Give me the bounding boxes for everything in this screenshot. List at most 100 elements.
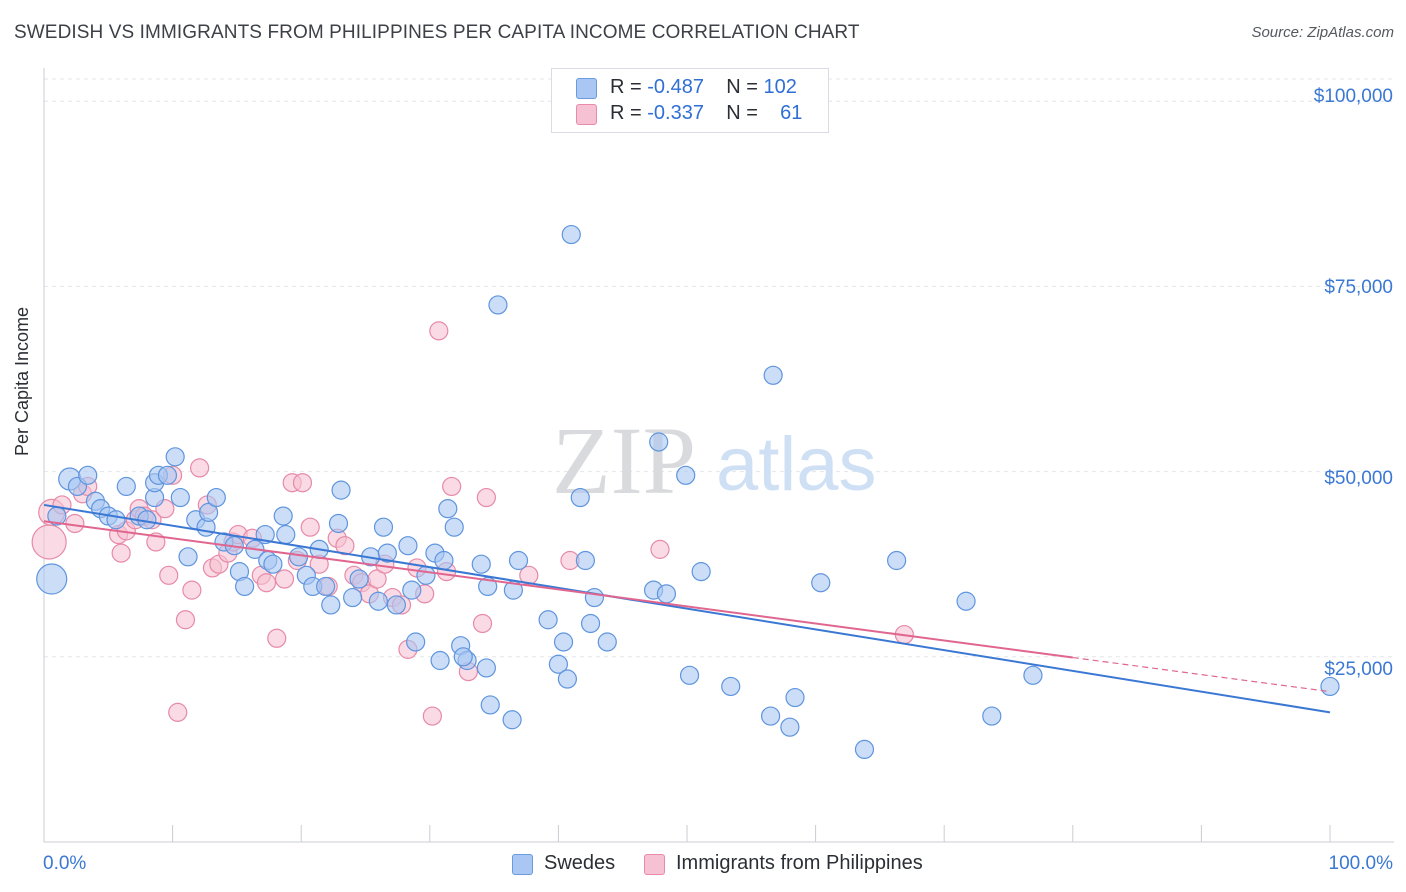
swedes-point	[444, 517, 464, 537]
philippines-point	[519, 565, 539, 585]
swedes-point	[263, 554, 283, 574]
legend-n-label: N =	[726, 102, 758, 124]
swedes-point	[36, 563, 68, 595]
philippines-trend-extension	[1072, 656, 1331, 693]
swedes-point	[157, 465, 178, 485]
swedes-point	[502, 710, 522, 730]
philippines-point	[267, 628, 287, 648]
stats-legend: R = -0.487 N = 102 R = -0.337 N = 61	[551, 68, 829, 133]
swedes-point	[471, 554, 491, 574]
swedes-point	[580, 613, 601, 634]
swedes-point	[377, 543, 397, 563]
swedes-trend-line	[43, 503, 1331, 714]
philippines-point	[65, 513, 85, 534]
philippines-point	[168, 702, 188, 722]
source-label: Source: ZipAtlas.com	[1251, 24, 1394, 41]
swedes-point	[780, 717, 800, 737]
swedes-point	[570, 487, 590, 508]
watermark-atlas: atlas	[716, 422, 877, 507]
swedes-point	[811, 573, 831, 593]
swedes-point	[721, 676, 741, 697]
swedes-point	[106, 510, 126, 530]
legend-r-value: -0.337	[647, 102, 704, 124]
swedes-point	[178, 547, 198, 567]
philippines-point	[300, 517, 320, 537]
legend-label-philippines: Immigrants from Philippines	[676, 852, 923, 874]
swedes-point	[982, 706, 1002, 726]
philippines-point	[650, 539, 670, 559]
philippines-point	[256, 573, 277, 593]
swedes-point	[416, 565, 436, 585]
legend-n-value: 102	[763, 76, 797, 98]
swedes-point	[165, 447, 185, 467]
swedes-point	[548, 654, 569, 674]
swedes-point	[453, 647, 473, 667]
legend-swatch-philippines	[576, 104, 597, 125]
legend-n-label: N =	[726, 76, 758, 98]
swedes-point	[679, 665, 700, 685]
swedes-point	[328, 513, 349, 534]
swedes-point	[760, 706, 781, 726]
swedes-point	[402, 580, 422, 600]
swedes-point	[78, 465, 98, 485]
swedes-point	[373, 517, 394, 537]
swedes-point	[956, 591, 976, 611]
swedes-point	[438, 499, 458, 519]
philippines-point	[429, 321, 449, 341]
swedes-point	[649, 432, 669, 452]
philippines-point	[292, 473, 313, 493]
x-axis-max-label: 100.0%	[1328, 853, 1393, 874]
swedes-point	[406, 632, 426, 652]
philippines-point	[111, 543, 131, 563]
swedes-point	[398, 536, 418, 556]
legend-swatch-swedes	[512, 854, 533, 875]
y-axis-label: Per Capita Income	[12, 306, 32, 456]
swedes-point	[368, 591, 388, 611]
swedes-point	[199, 502, 219, 522]
swedes-point	[508, 550, 529, 571]
philippines-point	[274, 569, 295, 589]
swedes-point	[386, 595, 406, 615]
y-tick-label: $25,000	[1324, 659, 1393, 680]
philippines-point	[175, 610, 196, 630]
legend-r-label: R =	[610, 102, 642, 124]
axes	[43, 68, 1394, 843]
swedes-point	[1023, 665, 1043, 685]
swedes-point	[854, 739, 875, 760]
swedes-point	[206, 487, 226, 508]
swedes-point	[343, 587, 363, 608]
legend-r-value: -0.487	[647, 76, 704, 98]
legend-label-swedes: Swedes	[544, 852, 616, 874]
swedes-point	[276, 524, 296, 545]
series-legend: Swedes Immigrants from Philippines	[0, 852, 1406, 878]
philippines-point	[159, 565, 179, 585]
swedes-point	[480, 695, 500, 715]
swedes-point	[887, 550, 907, 571]
swedes-point	[691, 562, 711, 582]
swedes-point	[116, 476, 136, 497]
philippines-trend-line	[43, 520, 1073, 659]
swedes-point	[538, 610, 558, 630]
swedes-point	[561, 224, 581, 245]
swedes-point	[316, 576, 336, 597]
swedes-point	[235, 576, 255, 597]
trend-lines	[43, 503, 1331, 714]
philippines-point	[31, 524, 67, 560]
y-tick-label: $50,000	[1324, 468, 1393, 489]
swedes-point	[273, 506, 293, 526]
philippines-point	[182, 580, 202, 600]
legend-swatch-swedes	[576, 78, 597, 99]
swedes-point	[656, 584, 677, 604]
swedes-point	[321, 595, 341, 615]
philippines-point	[422, 706, 442, 726]
swedes-point	[170, 487, 190, 508]
swedes-point	[597, 632, 617, 652]
chart-title: SWEDISH VS IMMIGRANTS FROM PHILIPPINES P…	[14, 22, 860, 43]
legend-swatch-philippines	[644, 854, 665, 875]
philippines-point	[190, 458, 210, 478]
swedes-point	[488, 295, 508, 315]
swedes-point	[785, 687, 805, 708]
swedes-point	[584, 587, 605, 608]
legend-n-value: 61	[780, 102, 803, 124]
